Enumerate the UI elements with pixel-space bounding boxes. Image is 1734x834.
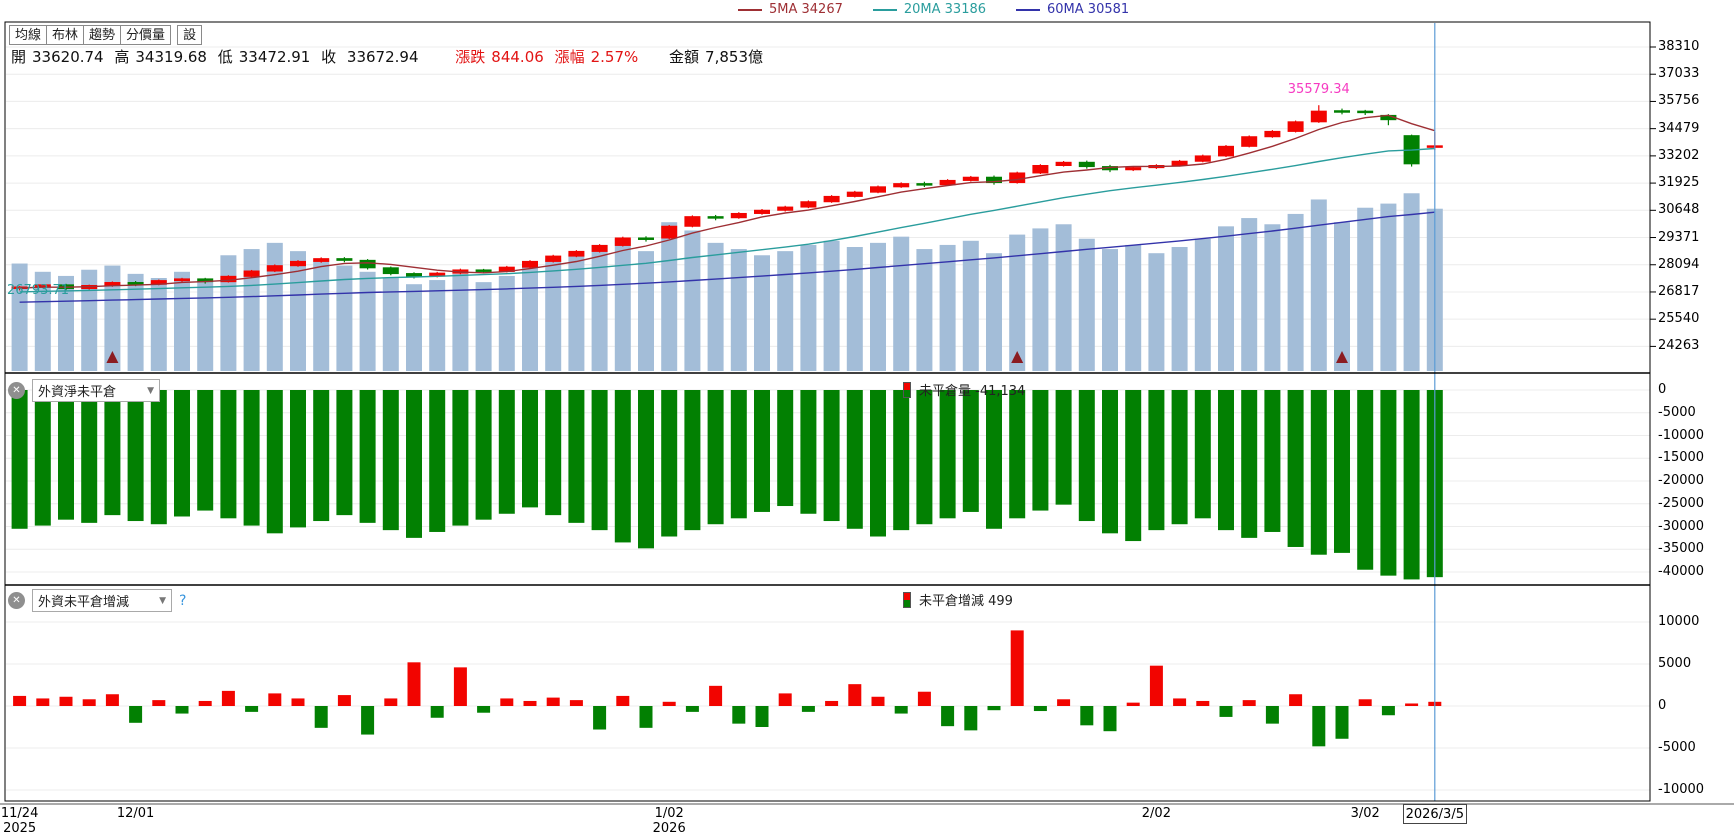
quote-bar: 開 33620.74 高 34319.68 低 33472.91 收 33672.94… — [11, 46, 769, 67]
ma-legend-text: 60MA 30581 — [1047, 2, 1130, 17]
ma-legend: 5MA 34267 20MA 33186 60MA 30581 — [738, 2, 1129, 17]
ma-legend-text: 20MA 33186 — [903, 2, 987, 17]
axis-tick-label: -25000 — [1658, 495, 1705, 511]
axis-tick-label: -5000 — [1658, 740, 1696, 755]
axis-tick-label: 37033 — [1658, 66, 1700, 82]
oi-change-legend-icon — [903, 591, 911, 608]
axis-tick-label: 25540 — [1658, 311, 1700, 327]
axis-tick-label: 33202 — [1658, 147, 1700, 163]
indicator-toolbar: 均線 布林 趨勢 分價量設 — [9, 25, 203, 45]
axis-tick-label: 0 — [1658, 382, 1667, 397]
change-value: 844.06 — [491, 48, 544, 66]
axis-tick-label: 35756 — [1658, 93, 1700, 109]
date-tick-label: 1/02 2026 — [652, 806, 686, 834]
ma-legend-item: 5MA 34267 — [738, 2, 843, 17]
left-ma-value-label: 26793.71 — [7, 283, 70, 299]
axis-tick-label: 26817 — [1658, 283, 1700, 299]
change-label: 漲跌 — [455, 48, 486, 66]
axis-tick-label: -10000 — [1658, 427, 1705, 443]
low-value: 33472.91 — [238, 48, 311, 66]
axis-tick-label: -15000 — [1658, 450, 1705, 466]
axis-tick-label: 31925 — [1658, 175, 1700, 191]
open-label: 開 — [11, 48, 27, 66]
axis-tick-label: -20000 — [1658, 473, 1705, 488]
oi-panel-header: ✕ 外資淨未平倉 ▼ — [8, 379, 160, 402]
axis-tick-label: 10000 — [1658, 614, 1700, 629]
close-value-group: 收 33672.94 — [321, 48, 424, 66]
ma-legend-item: 60MA 30581 — [1016, 2, 1129, 17]
amount-label: 金額 — [669, 48, 700, 66]
oi-legend-text: 未平倉量 -41,134 — [919, 384, 1026, 399]
axis-tick-label: 5000 — [1658, 656, 1692, 671]
close-oi-panel-icon[interactable]: ✕ — [8, 382, 25, 399]
indicator-button-4[interactable]: 分價量 — [120, 25, 172, 45]
oi-change-legend: 未平倉增減 499 — [903, 590, 1013, 609]
high-value: 34319.68 — [135, 48, 207, 66]
ma-legend-text: 5MA 34267 — [769, 2, 843, 17]
close-oi-change-panel-icon[interactable]: ✕ — [8, 592, 25, 609]
oi-change-legend-text: 未平倉增減 499 — [919, 594, 1013, 609]
amount-value: 7,853億 — [705, 48, 763, 66]
axis-tick-label: 30648 — [1658, 202, 1700, 218]
date-tick-label: 2/02 — [1141, 806, 1171, 821]
change-pct-label: 漲幅 — [554, 48, 585, 66]
open-value: 33620.74 — [32, 48, 104, 66]
axis-tick-label: -5000 — [1658, 404, 1696, 420]
crosshair-date-box: 2026/3/5 — [1402, 804, 1467, 824]
change-pct-value: 2.57% — [590, 48, 639, 66]
axis-tick-label: 38310 — [1658, 39, 1700, 54]
help-icon[interactable]: ? — [179, 592, 187, 609]
axis-tick-label: -40000 — [1658, 564, 1705, 579]
axis-tick-label: 34479 — [1658, 120, 1700, 136]
chevron-down-icon: ▼ — [159, 595, 166, 606]
axis-tick-label: 28094 — [1658, 256, 1700, 272]
axis-tick-label: -35000 — [1658, 541, 1705, 557]
date-tick-label: 3/02 — [1350, 806, 1380, 821]
axis-tick-label: 29371 — [1658, 229, 1700, 245]
ma-line-swatch — [1016, 8, 1041, 11]
ma-legend-item: 20MA 33186 — [872, 2, 987, 17]
high-label: 高 — [114, 48, 130, 66]
indicator-button-5[interactable]: 設 — [177, 25, 203, 45]
date-tick-label: 11/24 2025 — [0, 806, 39, 834]
indicator-button-3[interactable]: 趨勢 — [83, 25, 122, 45]
low-label: 低 — [217, 48, 233, 66]
oi-dropdown-value: 外資淨未平倉 — [38, 385, 117, 400]
chevron-down-icon: ▼ — [147, 385, 154, 396]
ma-line-swatch — [872, 8, 897, 11]
close-label: 收 — [321, 48, 337, 66]
oi-change-panel-header: ✕ 外資未平倉增減 ▼ ? — [8, 589, 186, 612]
close-value: 33672.94 — [346, 48, 419, 66]
date-tick-label: 12/01 — [116, 806, 155, 821]
axis-tick-label: -30000 — [1658, 518, 1705, 534]
oi-legend: 未平倉量 -41,134 — [903, 380, 1025, 399]
oi-indicator-dropdown[interactable]: 外資淨未平倉 ▼ — [32, 379, 160, 402]
indicator-button-1[interactable]: 均線 — [9, 25, 48, 45]
oi-change-indicator-dropdown[interactable]: 外資未平倉增減 ▼ — [32, 589, 172, 612]
axis-tick-label: 0 — [1658, 698, 1667, 713]
oi-legend-icon — [903, 381, 911, 398]
axis-tick-label: -10000 — [1658, 782, 1705, 797]
indicator-button-2[interactable]: 布林 — [46, 25, 85, 45]
axis-tick-label: 24263 — [1658, 338, 1700, 354]
oi-change-dropdown-value: 外資未平倉增減 — [38, 595, 130, 610]
ma-line-swatch — [738, 8, 762, 11]
peak-price-label: 35579.34 — [1287, 82, 1350, 98]
